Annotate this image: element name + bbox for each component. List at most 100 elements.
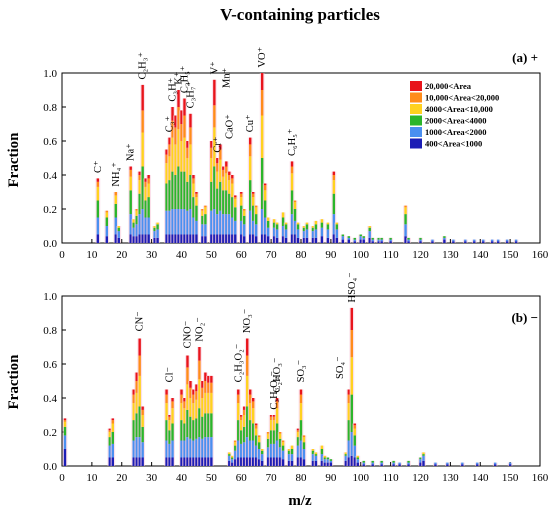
bar-segment — [243, 442, 246, 458]
bar-segment — [228, 171, 231, 175]
bar-segment — [225, 234, 228, 243]
x-tick-label: 20 — [116, 249, 128, 261]
bar-segment — [147, 197, 150, 218]
bar-segment — [299, 403, 303, 421]
bar-segment — [249, 420, 252, 441]
bar-segment — [96, 186, 100, 201]
bar-segment — [287, 449, 291, 451]
bar-segment — [332, 234, 336, 243]
bar-segment — [260, 449, 264, 451]
bar-segment — [368, 227, 371, 232]
bar-segment — [147, 175, 150, 179]
y-tick-label: 0.8 — [43, 325, 57, 337]
bar-segment — [266, 236, 270, 243]
bar-segment — [344, 452, 348, 455]
bar-segment — [198, 457, 201, 466]
bar-segment — [168, 137, 171, 145]
bar-segment — [192, 394, 195, 404]
bar-segment — [246, 406, 249, 438]
bar-segment — [168, 144, 171, 157]
bar-segment — [105, 210, 109, 213]
bar-segment — [254, 445, 258, 458]
bar-segment — [353, 435, 356, 446]
bar-segment — [347, 457, 350, 466]
bar-segment — [269, 457, 273, 466]
bar-segment — [222, 176, 225, 191]
bar-segment — [249, 457, 252, 466]
bar-segment — [165, 389, 168, 395]
bar-segment — [314, 237, 318, 243]
bar-segment — [407, 239, 410, 242]
bar-segment — [362, 464, 365, 466]
bar-segment — [135, 215, 138, 225]
bar-segment — [254, 207, 258, 215]
x-tick-label: 50 — [206, 249, 218, 261]
bar-segment — [105, 212, 109, 218]
bar-segment — [422, 460, 425, 466]
bar-segment — [198, 437, 201, 458]
bar-segment — [514, 241, 518, 243]
bar-segment — [138, 457, 141, 466]
bar-segment — [141, 409, 144, 415]
peak-annotation: C₂H₃⁺ — [138, 52, 149, 80]
bar-segment — [168, 443, 171, 458]
bar-segment — [240, 420, 243, 431]
peak-annotation: C₂H₃O₂⁻ — [233, 343, 244, 382]
bar-segment — [198, 360, 201, 380]
bar-segment — [138, 338, 141, 356]
bar-segment — [195, 234, 198, 243]
bar-segment — [380, 460, 383, 463]
bar-segment — [302, 437, 306, 443]
bar-segment — [398, 462, 401, 465]
bar-segment — [326, 457, 330, 460]
bar-segment — [234, 442, 237, 446]
bar-segment — [505, 241, 509, 243]
bar-segment — [320, 227, 324, 237]
bar-segment — [180, 171, 183, 209]
bar-segment — [132, 394, 135, 404]
bar-segment — [398, 464, 401, 466]
bar-segment — [108, 445, 111, 458]
bar-segment — [222, 234, 225, 243]
bar-segment — [243, 209, 246, 211]
bar-segment — [129, 190, 132, 215]
bar-segment — [216, 163, 219, 172]
bar-segment — [350, 432, 353, 456]
bar-segment — [293, 220, 297, 235]
bar-segment — [147, 234, 150, 243]
peak-annotation: Cr⁺ — [212, 136, 223, 153]
legend-swatch — [410, 138, 422, 149]
bar-segment — [153, 231, 156, 238]
bar-segment — [105, 236, 109, 243]
bar-segment — [252, 423, 255, 441]
bar-segment — [305, 237, 309, 243]
x-tick-label: 130 — [442, 472, 459, 484]
bar-segment — [237, 457, 240, 466]
bar-segment — [171, 440, 174, 458]
bar-segment — [293, 200, 297, 203]
x-tick-label: 90 — [325, 472, 337, 484]
bar-segment — [153, 237, 156, 243]
bar-segment — [332, 214, 336, 235]
bar-segment — [108, 432, 111, 438]
bar-segment — [353, 241, 356, 243]
bar-segment — [314, 454, 318, 456]
bar-segment — [293, 202, 297, 209]
bar-segment — [63, 418, 67, 421]
peak-annotation: CNO⁻ — [182, 320, 193, 348]
bar-segment — [377, 237, 380, 240]
bar-segment — [171, 398, 174, 402]
bar-segment — [171, 209, 174, 235]
bar-segment — [404, 224, 407, 237]
bar-segment — [344, 454, 348, 456]
bar-segment — [347, 236, 350, 238]
bar-segment — [296, 237, 300, 243]
bar-segment — [461, 462, 464, 465]
bar-segment — [165, 163, 168, 184]
bar-segment — [290, 173, 294, 191]
peak-annotation: C⁺ — [93, 160, 104, 173]
bar-segment — [204, 372, 207, 381]
bar-segment — [252, 440, 255, 458]
bar-segment — [320, 449, 324, 455]
